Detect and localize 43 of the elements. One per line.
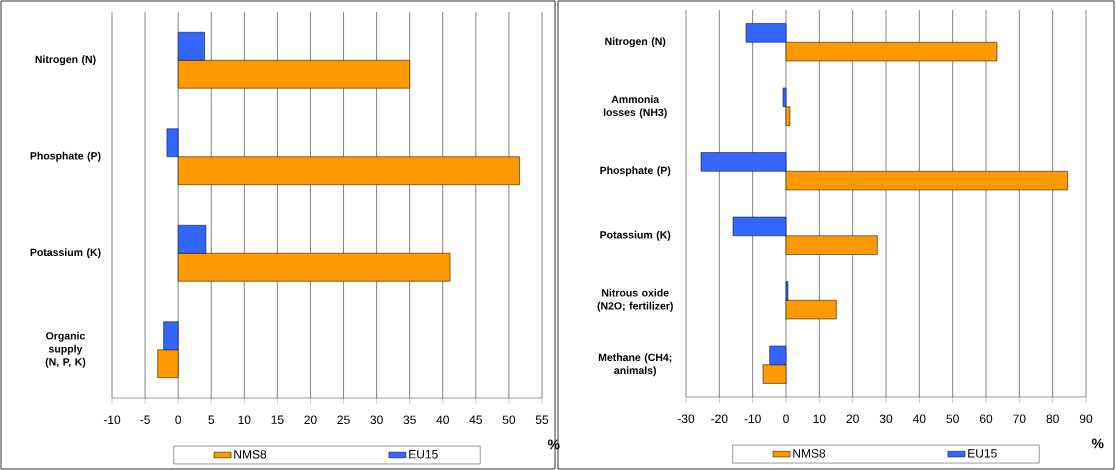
x-tick-label: 80 — [1046, 414, 1059, 424]
x-tick-label: 20 — [304, 415, 317, 425]
legend-label: EU15 — [968, 449, 997, 458]
x-tick-label: 20 — [846, 414, 859, 424]
x-tick-label: 0 — [175, 415, 182, 425]
x-tick-label: -10 — [744, 414, 761, 424]
x-tick-label: 50 — [502, 415, 516, 425]
x-tick-label: 90 — [1079, 414, 1093, 424]
x-tick-label: 55 — [535, 415, 549, 424]
x-tick-label: 60 — [979, 414, 993, 424]
x-tick-label: 25 — [337, 415, 350, 425]
x-tick-label: 45 — [469, 415, 483, 424]
legend-label: NMS8 — [793, 449, 826, 458]
y-tick-label: Nitrogen (N) — [605, 37, 666, 48]
y-tick-label: Methane (CH4; animals) — [598, 353, 672, 377]
x-tick-label: 10 — [238, 415, 251, 425]
x-tick-label: 5 — [208, 415, 215, 424]
x-tick-label: 30 — [879, 414, 893, 424]
x-axis-title: % — [1091, 438, 1104, 449]
legend-label: EU15 — [409, 450, 438, 459]
y-tick-label: Potassium (K) — [30, 248, 101, 259]
y-tick-label: Nitrous oxide (N2O; fertilizer) — [597, 288, 673, 312]
y-tick-label: Nitrogen (N) — [35, 55, 96, 66]
x-tick-label: 0 — [783, 414, 789, 424]
x-tick-label: -30 — [677, 414, 695, 424]
x-tick-label: 15 — [271, 415, 284, 424]
x-tick-label: 50 — [946, 414, 959, 424]
x-tick-label: 30 — [370, 415, 383, 425]
x-axis-title: % — [547, 439, 560, 450]
y-tick-label: Phosphate (P) — [600, 166, 671, 177]
y-tick-label: Phosphate (P) — [30, 151, 101, 162]
y-tick-label: Organic supply (N, P, K) — [45, 331, 86, 368]
x-tick-label: 40 — [436, 415, 449, 425]
x-tick-label: 10 — [813, 414, 826, 424]
x-tick-label: -10 — [103, 415, 121, 425]
x-tick-label: 40 — [912, 414, 926, 424]
x-tick-label: 70 — [1013, 414, 1026, 424]
y-tick-label: Potassium (K) — [600, 230, 671, 241]
legend-label: NMS8 — [234, 450, 267, 459]
x-tick-label: -5 — [140, 415, 150, 424]
x-tick-label: -20 — [711, 414, 728, 424]
y-tick-label: Ammonia losses (NH3) — [603, 95, 667, 119]
x-tick-label: 35 — [403, 415, 416, 425]
